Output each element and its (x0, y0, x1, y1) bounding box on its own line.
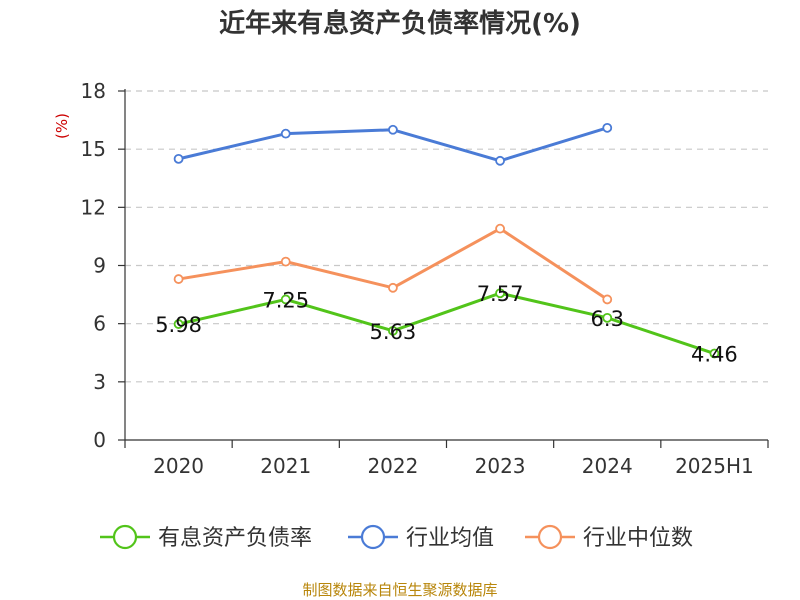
data-point (280, 256, 291, 267)
data-label: 6.3 (591, 307, 624, 331)
series-2 (173, 223, 613, 305)
data-label: 7.57 (477, 282, 524, 306)
data-point (495, 155, 505, 166)
legend: 有息资产负债率 行业均值 行业中位数 (100, 524, 693, 551)
data-label: 5.63 (370, 320, 417, 344)
x-tick-label: 2023 (475, 454, 526, 478)
data-point (173, 274, 184, 284)
legend-swatch-marker (112, 524, 138, 550)
legend-item[interactable]: 有息资产负债率 (100, 524, 312, 551)
y-tick-label: 0 (93, 428, 106, 452)
legend-item[interactable]: 行业中位数 (525, 524, 693, 551)
series-0 (173, 288, 720, 359)
x-tick-label: 2020 (153, 454, 204, 478)
y-tick-label: 12 (81, 195, 106, 219)
y-tick-label: 9 (93, 254, 106, 278)
legend-swatch-marker (537, 524, 563, 550)
chart-title: 近年来有息资产负债率情况(%) (219, 8, 581, 39)
data-labels: 5.98 7.25 5.63 7.57 6.3 4.46 (155, 282, 738, 366)
data-point (602, 294, 613, 305)
legend-label: 行业均值 (406, 526, 494, 551)
x-tick-label: 2021 (260, 454, 311, 478)
x-tick-label: 2024 (582, 454, 633, 478)
axes: 0 3 6 9 12 15 18 2020 2021 2022 2023 2024 2025H1 (81, 79, 769, 478)
series-line (178, 291, 715, 355)
data-point (173, 153, 184, 164)
data-label: 5.98 (155, 313, 202, 337)
data-point (388, 325, 398, 336)
y-axis-unit: (%) (53, 113, 71, 139)
series (173, 122, 720, 359)
data-label: 4.46 (691, 343, 738, 367)
data-label: 7.25 (262, 288, 309, 312)
legend-label: 行业中位数 (583, 526, 693, 551)
data-point (495, 223, 505, 234)
series-1 (173, 122, 613, 166)
data-point (280, 128, 291, 139)
x-tick-label: 2025H1 (675, 454, 754, 478)
y-tick-label: 3 (93, 370, 106, 394)
data-point (280, 294, 291, 305)
y-tick-label: 15 (81, 137, 106, 161)
y-tick-label: 18 (81, 79, 106, 103)
data-point (388, 282, 398, 293)
data-point (602, 122, 613, 133)
legend-item[interactable]: 行业均值 (348, 524, 494, 551)
legend-label: 有息资产负债率 (158, 526, 312, 551)
source-note: 制图数据来自恒生聚源数据库 (302, 581, 497, 599)
x-tick-label: 2022 (367, 454, 418, 478)
data-point (388, 124, 398, 135)
legend-swatch-marker (360, 524, 386, 550)
data-point (709, 348, 720, 359)
grid (125, 90, 768, 383)
data-point (602, 312, 613, 323)
data-point (173, 319, 184, 329)
y-tick-label: 6 (93, 312, 106, 336)
data-point (495, 288, 505, 299)
